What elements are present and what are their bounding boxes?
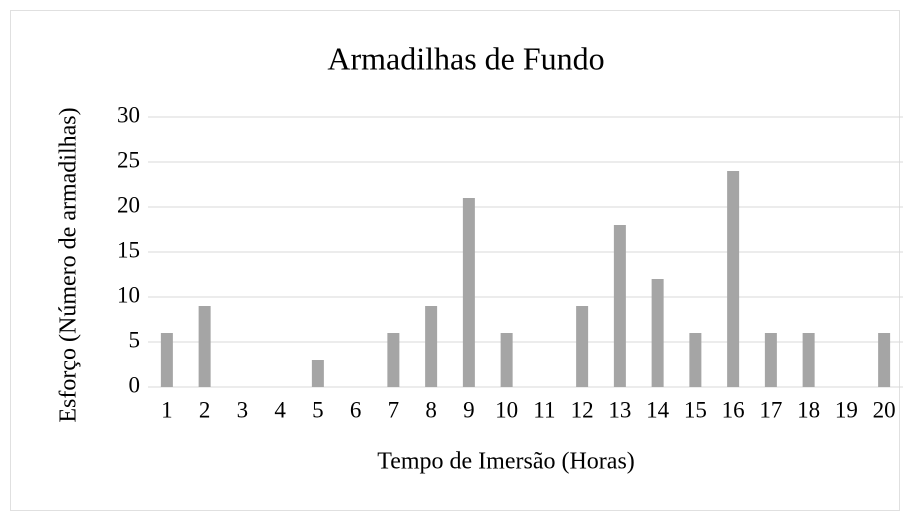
bar xyxy=(689,333,702,387)
y-tick-label: 30 xyxy=(117,102,140,127)
bar xyxy=(462,198,475,387)
bar xyxy=(425,306,438,387)
x-tick-label: 7 xyxy=(388,397,400,422)
x-tick-label: 16 xyxy=(722,397,745,422)
bar xyxy=(500,333,513,387)
x-tick-label: 11 xyxy=(533,397,555,422)
x-axis-label: Tempo de Imersão (Horas) xyxy=(377,449,635,475)
chart-frame xyxy=(10,10,900,511)
x-tick-label: 18 xyxy=(797,397,820,422)
x-tick-label: 8 xyxy=(425,397,437,422)
x-tick-label: 2 xyxy=(199,397,211,422)
x-tick-label: 19 xyxy=(835,397,858,422)
x-tick-label: 15 xyxy=(684,397,707,422)
bar xyxy=(727,171,740,387)
y-tick-label: 25 xyxy=(117,147,140,172)
y-tick-label: 15 xyxy=(117,237,140,262)
bar xyxy=(802,333,815,387)
x-tick-label: 1 xyxy=(161,397,173,422)
x-tick-label: 13 xyxy=(608,397,631,422)
x-tick-label: 20 xyxy=(873,397,896,422)
bar xyxy=(160,333,173,387)
bar xyxy=(198,306,211,387)
bar xyxy=(387,333,400,387)
y-tick-label: 0 xyxy=(129,372,141,397)
bar xyxy=(613,225,626,387)
y-tick-label: 10 xyxy=(117,282,140,307)
y-tick-label: 5 xyxy=(129,327,141,352)
x-tick-label: 12 xyxy=(571,397,594,422)
y-tick-label: 20 xyxy=(117,192,140,217)
bar xyxy=(878,333,891,387)
x-tick-label: 5 xyxy=(312,397,324,422)
x-tick-label: 14 xyxy=(646,397,670,422)
bar xyxy=(764,333,777,387)
x-tick-label: 3 xyxy=(237,397,249,422)
x-tick-label: 10 xyxy=(495,397,518,422)
x-tick-label: 4 xyxy=(274,397,286,422)
x-tick-label: 17 xyxy=(759,397,782,422)
bar xyxy=(311,360,324,387)
x-tick-label: 9 xyxy=(463,397,475,422)
chart-title: Armadilhas de Fundo xyxy=(327,40,604,76)
x-tick-label: 6 xyxy=(350,397,362,422)
bar xyxy=(651,279,664,387)
bar xyxy=(576,306,589,387)
y-axis-label: Esforço (Número de armadilhas) xyxy=(56,107,82,422)
